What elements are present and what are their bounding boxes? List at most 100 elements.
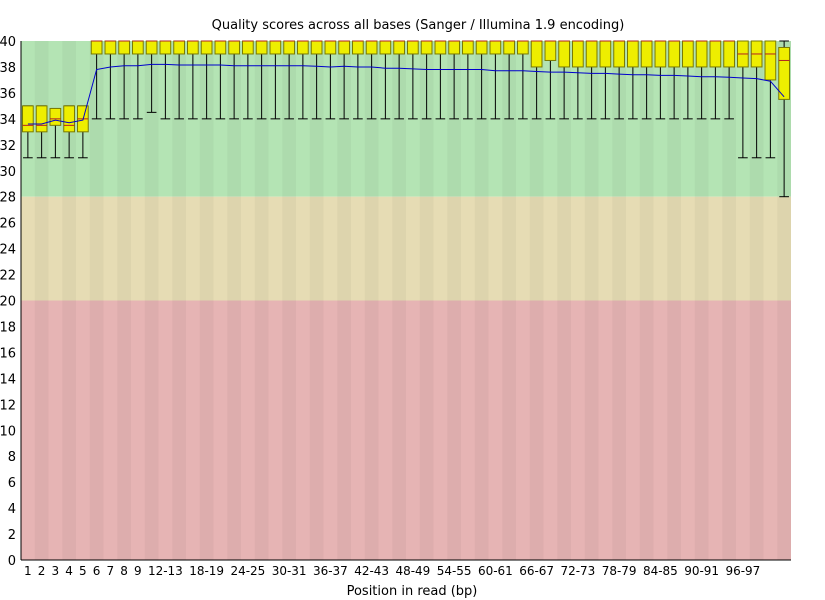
iqr-box: [599, 40, 612, 68]
iqr-box: [462, 40, 474, 55]
x-tick-label: 30-31: [272, 564, 307, 578]
iqr-box: [104, 40, 117, 55]
iqr-box: [517, 40, 529, 55]
x-tick-label: 12-13: [148, 564, 183, 578]
iqr-box: [764, 40, 777, 81]
iqr-box: [709, 40, 722, 68]
box-item: [668, 40, 680, 120]
iqr-box: [695, 40, 708, 68]
y-tick-label: 20: [0, 295, 16, 310]
iqr-box: [407, 40, 419, 55]
iqr-box: [475, 40, 488, 55]
box-item: [475, 40, 488, 120]
box-item: [310, 40, 323, 120]
box-item: [104, 40, 117, 120]
iqr-box: [489, 40, 502, 55]
box-item: [654, 40, 667, 120]
x-tick-label: 90-91: [684, 564, 719, 578]
iqr-box: [654, 40, 667, 68]
quality-zone-1: [21, 196, 791, 301]
box-item: [530, 40, 543, 120]
iqr-box: [585, 40, 598, 68]
y-tick-label: 16: [0, 346, 16, 361]
x-tick-label: 24-25: [230, 564, 265, 578]
x-tick-label: 72-73: [560, 564, 595, 578]
box-item: [118, 40, 130, 120]
box-item: [682, 40, 694, 120]
iqr-box: [338, 40, 350, 55]
box-item: [709, 40, 722, 120]
box-item: [640, 40, 653, 120]
box-item: [627, 40, 639, 120]
iqr-box: [173, 40, 185, 55]
iqr-box: [255, 40, 268, 55]
box-item: [187, 40, 199, 120]
y-tick-label: 38: [0, 61, 16, 76]
y-tick-label: 34: [0, 113, 16, 128]
iqr-box: [22, 105, 34, 133]
iqr-box: [228, 40, 240, 55]
y-tick-label: 6: [8, 476, 16, 491]
iqr-box: [200, 40, 213, 55]
iqr-box: [283, 40, 295, 55]
box-item: [778, 40, 790, 198]
y-tick-label: 14: [0, 372, 16, 387]
x-tick-label: 66-67: [519, 564, 554, 578]
x-tick-label: 2: [38, 564, 46, 578]
x-tick-label: 5: [79, 564, 87, 578]
iqr-box: [187, 40, 199, 55]
y-tick-label: 26: [0, 217, 16, 232]
y-tick-label: 8: [8, 450, 16, 465]
iqr-box: [682, 40, 694, 68]
y-tick-label: 4: [8, 502, 16, 517]
box-item: [90, 40, 103, 120]
iqr-box: [63, 105, 75, 133]
x-tick-label: 42-43: [354, 564, 389, 578]
iqr-box: [627, 40, 639, 68]
x-tick-label: 96-97: [725, 564, 760, 578]
box-item: [544, 40, 557, 120]
box-item: [764, 40, 777, 159]
y-tick-label: 0: [8, 554, 16, 569]
iqr-box: [159, 40, 172, 55]
box-item: [599, 40, 612, 120]
iqr-box: [35, 105, 48, 133]
iqr-box: [434, 40, 447, 55]
mean-line-group: [27, 63, 785, 125]
box-item: [228, 40, 240, 120]
y-tick-label: 18: [0, 320, 16, 335]
box-item: [434, 40, 447, 120]
box-item: [558, 40, 570, 120]
y-tick-label: 2: [8, 528, 16, 543]
box-item: [393, 40, 405, 120]
iqr-box: [778, 46, 790, 100]
box-item: [145, 40, 158, 113]
box-item: [613, 40, 625, 120]
box-item: [420, 40, 433, 120]
iqr-box: [723, 40, 735, 68]
iqr-box: [214, 40, 227, 55]
iqr-box: [503, 40, 515, 55]
box-item: [517, 40, 529, 120]
iqr-box: [640, 40, 653, 68]
iqr-box: [420, 40, 433, 55]
x-tick-label: 54-55: [437, 564, 472, 578]
y-tick-label: 36: [0, 87, 16, 102]
iqr-box: [242, 40, 254, 55]
box-item: [448, 40, 460, 120]
box-item: [49, 107, 62, 159]
box-item: [585, 40, 598, 120]
box-item: [214, 40, 227, 120]
box-item: [462, 40, 474, 120]
mean-line: [27, 63, 785, 125]
iqr-box: [145, 40, 158, 55]
box-item: [297, 40, 309, 120]
y-tick-label: 12: [0, 398, 16, 413]
y-tick-label: 30: [0, 165, 16, 180]
box-item: [242, 40, 254, 120]
box-item: [737, 40, 749, 159]
iqr-box: [448, 40, 460, 55]
box-item: [407, 40, 419, 120]
